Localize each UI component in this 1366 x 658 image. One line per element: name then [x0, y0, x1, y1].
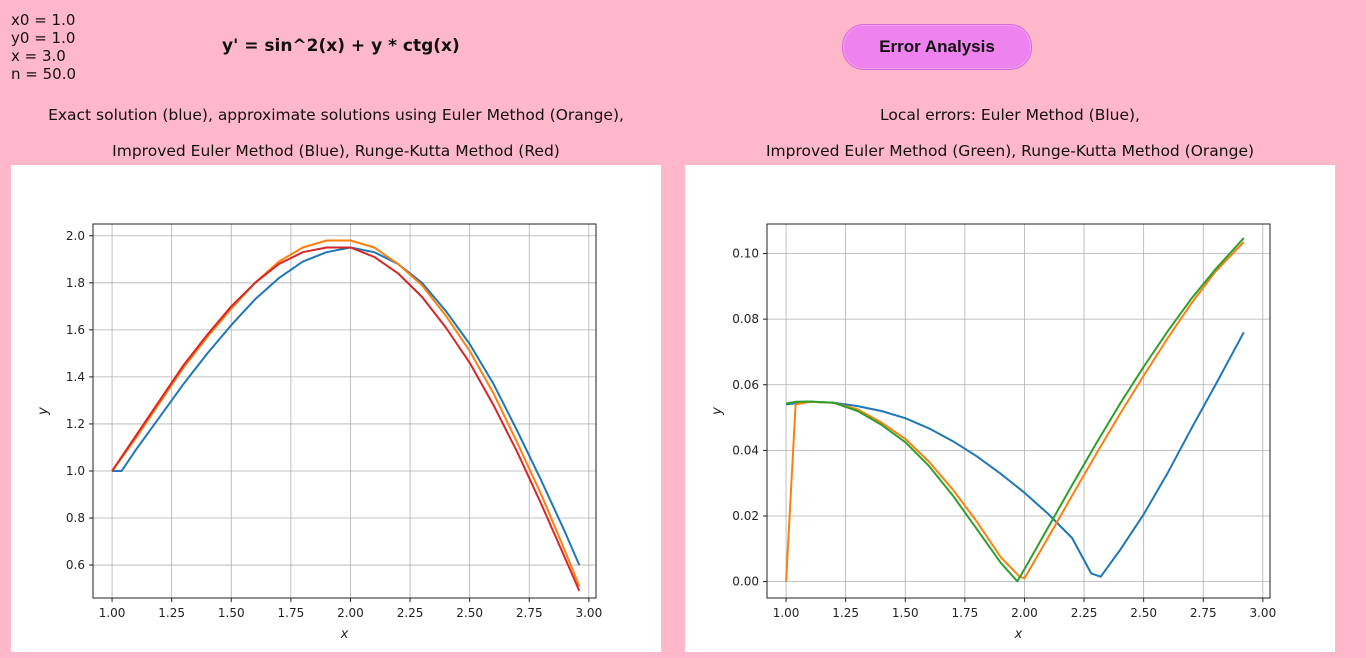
error-analysis-button[interactable]: Error Analysis [842, 24, 1032, 70]
x-tick-label: 2.75 [1190, 606, 1217, 620]
x-tick-label: 1.75 [278, 606, 305, 620]
series-line-1 [785, 241, 1245, 582]
y-tick-label: 1.8 [66, 276, 85, 290]
x-tick-label: 2.25 [1071, 606, 1098, 620]
left-chart-caption-line1: Exact solution (blue), approximate solut… [48, 106, 624, 124]
equation-label: y' = sin^2(x) + y * ctg(x) [222, 36, 460, 56]
y-tick-label: 2.0 [66, 229, 85, 243]
plot-frame [766, 223, 1271, 599]
x-tick-label: 3.00 [575, 606, 602, 620]
y-tick-label: 0.6 [66, 558, 85, 572]
y-tick-label: 0.00 [732, 575, 759, 589]
y-tick-label: 0.10 [732, 247, 759, 261]
param-x: x = 3.0 [11, 47, 66, 65]
parameters-block: x0 = 1.0 y0 = 1.0 x = 3.0 n = 50.0 [11, 11, 76, 83]
y-tick-label: 0.02 [732, 509, 759, 523]
right-chart-caption-line2: Improved Euler Method (Green), Runge-Kut… [765, 142, 1255, 160]
series-line-1 [111, 239, 581, 587]
x-tick-label: 1.25 [832, 606, 859, 620]
param-n: n = 50.0 [11, 65, 77, 83]
y-tick-label: 1.0 [66, 464, 85, 478]
solutions-chart-panel: 1.00 1.25 1.50 1.75 2.00 2.25 2.50 2.75 3.00 0.6 0… [11, 165, 661, 652]
x-tick-label: 2.50 [1130, 606, 1157, 620]
x-tick-label: 2.25 [397, 606, 424, 620]
y-tick-label: 0.06 [732, 378, 759, 392]
x-tick-label: 1.25 [158, 606, 185, 620]
series-line-0 [785, 331, 1245, 578]
x-tick-label: 2.00 [1011, 606, 1038, 620]
x-tick-label: 1.50 [218, 606, 245, 620]
y-tick-label: 0.04 [732, 443, 759, 457]
y-tick-label: 0.08 [732, 312, 759, 326]
param-x0: x0 = 1.0 [11, 11, 76, 29]
plot-frame [92, 223, 597, 599]
x-tick-label: 1.50 [892, 606, 919, 620]
x-tick-label: 2.75 [516, 606, 543, 620]
left-chart-caption-line2: Improved Euler Method (Blue), Runge-Kutt… [112, 142, 560, 160]
series-line-0 [112, 246, 581, 566]
x-tick-label: 1.00 [773, 606, 800, 620]
series-line-2 [785, 237, 1245, 583]
y-tick-label: 0.8 [66, 511, 85, 525]
series-line-2 [111, 246, 581, 592]
x-axis-label: x [340, 627, 349, 642]
solutions-chart: 1.00 1.25 1.50 1.75 2.00 2.25 2.50 2.75 3.00 0.6 0… [36, 223, 602, 642]
x-tick-label: 1.75 [952, 606, 979, 620]
local-errors-chart: 1.00 1.25 1.50 1.75 2.00 2.25 2.50 2.75 3.00 0.00… [710, 223, 1276, 642]
right-chart-caption-line1: Local errors: Euler Method (Blue), [880, 106, 1140, 124]
x-tick-label: 1.00 [99, 606, 126, 620]
y-tick-label: 1.6 [66, 323, 85, 337]
x-tick-label: 3.00 [1249, 606, 1276, 620]
y-axis-label: y [710, 407, 725, 416]
x-tick-label: 2.00 [337, 606, 364, 620]
y-axis-label: y [36, 407, 51, 416]
x-axis-label: x [1014, 627, 1023, 642]
x-tick-label: 2.50 [456, 606, 483, 620]
y-tick-label: 1.4 [66, 370, 85, 384]
param-y0: y0 = 1.0 [11, 29, 76, 47]
y-tick-label: 1.2 [66, 417, 85, 431]
errors-chart-panel: 1.00 1.25 1.50 1.75 2.00 2.25 2.50 2.75 3.00 0.00… [685, 165, 1335, 652]
